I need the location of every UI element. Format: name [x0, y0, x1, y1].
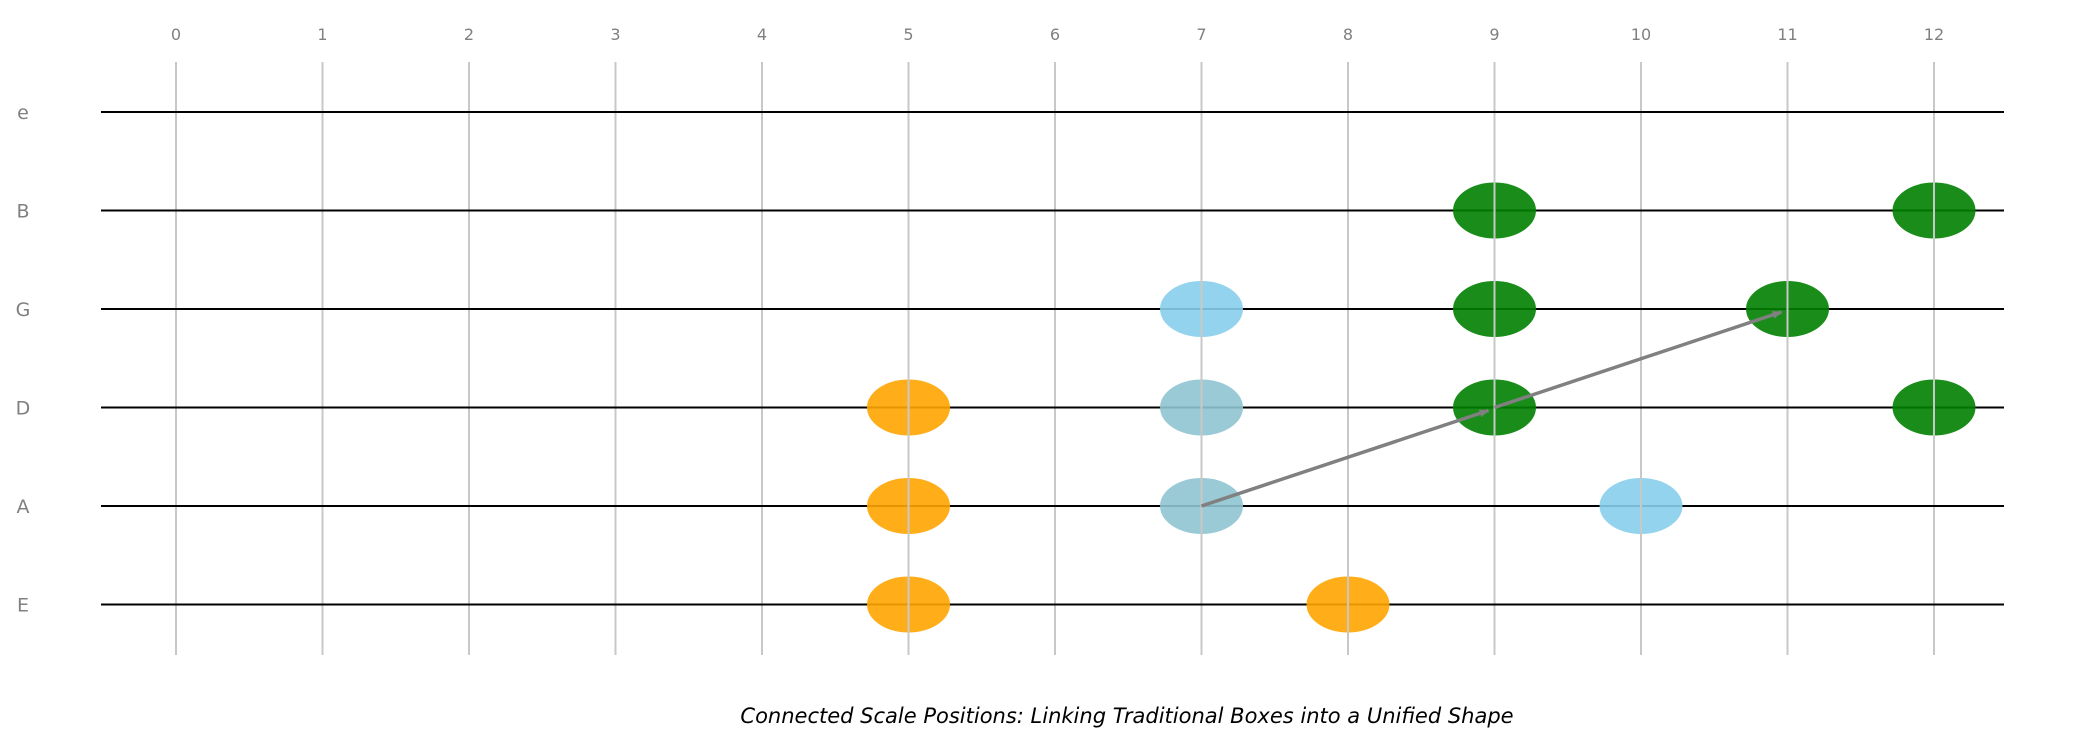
fret-label-8: 8: [1343, 25, 1353, 44]
connection-arrow-0: [1200, 408, 1490, 508]
fret-label-12: 12: [1924, 25, 1944, 44]
fret-label-9: 9: [1489, 25, 1499, 44]
note-marker-D-5: [867, 379, 950, 436]
note-marker-G-9: [1453, 281, 1536, 337]
note-marker-A-5: [867, 478, 950, 534]
fret-label-0: 0: [171, 25, 181, 44]
note-marker-G-7: [1160, 281, 1243, 337]
diagram-caption: Connected Scale Positions: Linking Tradi…: [740, 704, 1513, 728]
fret-lines: [175, 62, 1935, 655]
fret-label-6: 6: [1050, 25, 1060, 44]
note-marker-B-12: [1892, 182, 1976, 239]
string-label-1: B: [16, 201, 29, 223]
note-marker-D-12: [1892, 379, 1976, 436]
note-marker-A-10: [1599, 478, 1683, 534]
string-label-3: D: [16, 398, 31, 420]
fret-labels: 0 1 2 3 4 5 6 7 8 9 10 11 12: [171, 25, 1944, 44]
fret-label-5: 5: [903, 25, 913, 44]
string-labels: e B G D A E: [16, 102, 31, 617]
fret-label-3: 3: [610, 25, 620, 44]
string-label-0: e: [17, 102, 29, 124]
connection-arrows: [1200, 310, 1783, 508]
note-marker-E-8: [1306, 576, 1390, 633]
fret-label-4: 4: [757, 25, 767, 44]
fret-label-7: 7: [1196, 25, 1206, 44]
fret-label-2: 2: [464, 25, 474, 44]
string-label-2: G: [16, 299, 31, 321]
string-label-5: E: [17, 595, 29, 617]
note-marker-B-9: [1453, 182, 1536, 239]
fret-label-10: 10: [1631, 25, 1651, 44]
note-marker-E-5: [867, 576, 950, 633]
note-marker-G-11: [1746, 281, 1829, 337]
connection-arrow-1: [1493, 310, 1783, 410]
string-label-4: A: [17, 496, 30, 518]
string-lines: [101, 111, 2004, 606]
fret-label-1: 1: [317, 25, 327, 44]
fret-label-11: 11: [1777, 25, 1797, 44]
note-marker-D-7: [1160, 379, 1243, 436]
note-markers: [867, 182, 1976, 633]
